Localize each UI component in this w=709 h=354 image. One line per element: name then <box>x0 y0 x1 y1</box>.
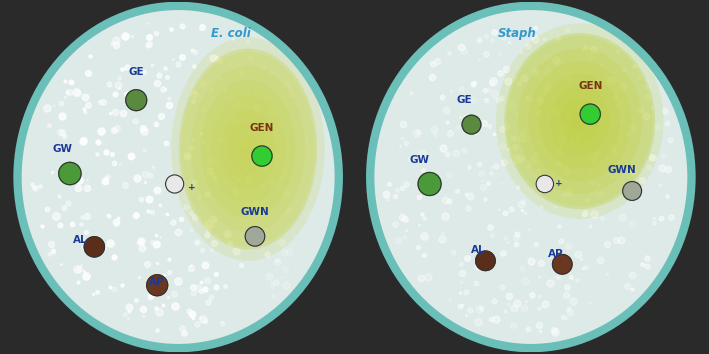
Circle shape <box>166 175 184 193</box>
Ellipse shape <box>18 6 339 348</box>
Text: +: + <box>189 183 196 192</box>
Ellipse shape <box>561 99 599 143</box>
Circle shape <box>462 115 481 134</box>
Text: GWN: GWN <box>608 165 636 175</box>
Ellipse shape <box>171 37 325 261</box>
Ellipse shape <box>504 33 655 209</box>
Ellipse shape <box>181 52 315 246</box>
Circle shape <box>418 172 441 195</box>
Text: +: + <box>555 179 563 188</box>
Text: GEN: GEN <box>578 81 603 91</box>
Ellipse shape <box>528 61 631 181</box>
Text: GW: GW <box>53 144 73 154</box>
Text: AP: AP <box>150 277 165 287</box>
Ellipse shape <box>230 124 266 175</box>
Text: GE: GE <box>128 67 144 77</box>
Ellipse shape <box>370 6 691 348</box>
Circle shape <box>252 146 272 166</box>
Text: AP: AP <box>547 249 563 259</box>
Ellipse shape <box>518 48 642 194</box>
Circle shape <box>580 104 601 124</box>
Circle shape <box>125 90 147 111</box>
Ellipse shape <box>549 86 610 156</box>
Circle shape <box>552 255 572 274</box>
Circle shape <box>147 275 167 296</box>
Circle shape <box>536 175 554 193</box>
Circle shape <box>84 237 104 257</box>
Ellipse shape <box>211 95 285 203</box>
Ellipse shape <box>539 74 620 169</box>
Ellipse shape <box>179 48 317 250</box>
Text: GE: GE <box>457 95 472 105</box>
Ellipse shape <box>571 112 588 131</box>
Text: GWN: GWN <box>240 207 269 217</box>
Circle shape <box>245 227 264 246</box>
Ellipse shape <box>507 36 653 206</box>
Text: GEN: GEN <box>250 123 274 133</box>
Ellipse shape <box>240 138 256 160</box>
Text: AL: AL <box>73 235 88 245</box>
Ellipse shape <box>220 109 275 189</box>
Text: Staph: Staph <box>498 27 536 40</box>
Ellipse shape <box>191 66 305 232</box>
Circle shape <box>623 182 642 200</box>
Ellipse shape <box>496 23 664 219</box>
Text: E. coli: E. coli <box>211 27 250 40</box>
Ellipse shape <box>201 80 295 218</box>
Circle shape <box>59 162 81 185</box>
Text: AL: AL <box>471 245 486 255</box>
Text: GW: GW <box>409 155 429 165</box>
Circle shape <box>476 251 495 270</box>
